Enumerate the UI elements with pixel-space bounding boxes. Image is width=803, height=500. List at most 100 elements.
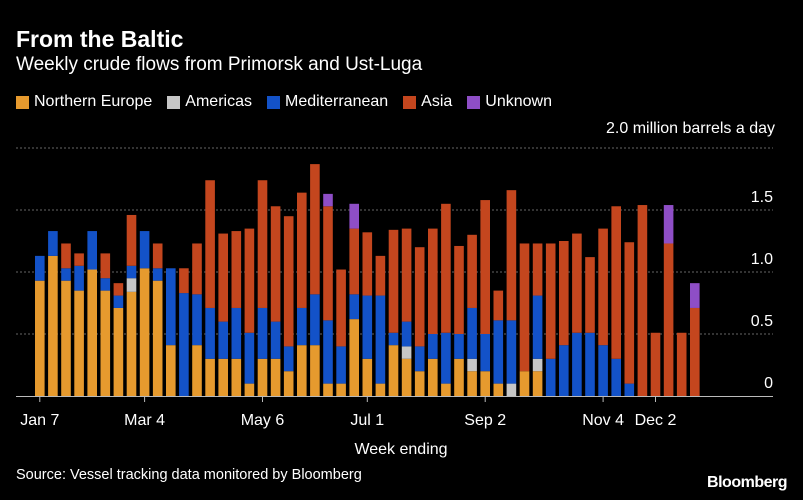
- bar-segment-mediterranean: [362, 295, 373, 359]
- legend-item-northern-europe: Northern Europe: [16, 93, 152, 111]
- bar-segment-mediterranean: [349, 294, 359, 320]
- bar-segment-mediterranean: [61, 268, 71, 281]
- bar-segment-asia: [611, 206, 621, 359]
- bar-segment-americas: [401, 346, 412, 359]
- x-tick-label: Dec 2: [635, 412, 677, 429]
- bar-segment-asia: [572, 233, 582, 333]
- bar-segment-asia: [100, 253, 111, 279]
- bar-segment-asia: [205, 180, 215, 308]
- bar-segment-northern-europe: [270, 358, 281, 396]
- bar-segment-mediterranean: [545, 358, 556, 396]
- chart-title: From the Baltic: [16, 26, 184, 52]
- bar-segment-northern-europe: [205, 358, 215, 396]
- bar-segment-mediterranean: [126, 265, 137, 279]
- bar-segment-asia: [388, 229, 399, 333]
- bar-segment-northern-europe: [532, 371, 543, 396]
- x-tick-label: Mar 4: [124, 412, 165, 429]
- bar-segment-northern-europe: [297, 345, 307, 396]
- legend-swatch-americas: [167, 95, 181, 109]
- legend-item-mediterranean: Mediterranean: [266, 93, 389, 111]
- bar-segment-mediterranean: [283, 346, 294, 372]
- legend-swatch-unknown: [467, 95, 481, 109]
- bar-segment-asia: [637, 205, 648, 396]
- bar-segment-mediterranean: [152, 268, 163, 281]
- bar-segment-asia: [676, 332, 687, 396]
- bar-segment-mediterranean: [100, 278, 111, 291]
- bar-segment-northern-europe: [323, 383, 333, 396]
- bar-segment-asia: [428, 228, 438, 334]
- bar-segment-northern-europe: [257, 358, 268, 396]
- legend-label-americas: Americas: [185, 93, 252, 110]
- bar-segment-northern-europe: [519, 371, 530, 396]
- bar-segment-mediterranean: [506, 320, 517, 384]
- bar-segment-northern-europe: [192, 345, 202, 396]
- bar-segment-northern-europe: [480, 371, 490, 396]
- bar-segment-mediterranean: [179, 293, 189, 396]
- legend-label-mediterranean: Mediterranean: [284, 93, 389, 110]
- bar-segment-northern-europe: [283, 371, 294, 396]
- bar-segment-northern-europe: [401, 358, 412, 396]
- bar-segment-northern-europe: [310, 345, 320, 396]
- bar-segment-asia: [349, 228, 359, 295]
- bar-segment-northern-europe: [100, 290, 111, 396]
- bar-segment-asia: [179, 268, 189, 294]
- legend-label-unknown: Unknown: [485, 93, 552, 110]
- legend-item-americas: Americas: [167, 93, 252, 111]
- bar-segment-asia: [113, 283, 124, 296]
- bar-segment-asia: [650, 332, 661, 396]
- bar-segment-asia: [244, 228, 255, 333]
- bar-segment-asia: [532, 243, 543, 296]
- x-tick-label: Jul 1: [350, 412, 384, 429]
- bar-segment-mediterranean: [87, 231, 97, 270]
- bar-segment-northern-europe: [113, 307, 124, 396]
- bar-segment-asia: [467, 234, 477, 308]
- bar-segment-mediterranean: [428, 334, 438, 359]
- bar-segment-asia: [559, 241, 569, 346]
- bar-segment-northern-europe: [336, 383, 346, 396]
- bar-segment-asia: [375, 255, 386, 296]
- x-tick-label: Jan 7: [20, 412, 59, 429]
- bar-segment-northern-europe: [414, 371, 425, 396]
- chart-subtitle: Weekly crude flows from Primorsk and Ust…: [16, 54, 423, 75]
- bar-segment-northern-europe: [231, 358, 242, 396]
- y-tick-label: 0: [764, 375, 773, 392]
- bar-segment-mediterranean: [572, 332, 582, 396]
- bar-segment-northern-europe: [126, 291, 137, 396]
- bar-segment-mediterranean: [414, 346, 425, 372]
- bar-segment-northern-europe: [349, 319, 359, 396]
- bar-segment-mediterranean: [611, 358, 621, 396]
- bar-segment-unknown: [349, 203, 359, 229]
- bar-segment-northern-europe: [74, 290, 84, 396]
- bar-segment-northern-europe: [454, 358, 464, 396]
- bar-segment-northern-europe: [467, 371, 477, 396]
- bar-segment-mediterranean: [310, 294, 320, 346]
- bar-segment-asia: [310, 164, 320, 295]
- bar-segment-mediterranean: [205, 307, 215, 359]
- bar-segment-asia: [493, 290, 504, 321]
- y-tick-label: 1.0: [751, 251, 773, 268]
- bar-segment-mediterranean: [35, 255, 45, 281]
- bar-segment-mediterranean: [74, 265, 84, 291]
- x-tick-label: May 6: [241, 412, 285, 429]
- bar-segment-mediterranean: [113, 295, 124, 308]
- bar-segment-mediterranean: [559, 345, 569, 396]
- bar-segment-mediterranean: [48, 231, 58, 256]
- bar-segment-mediterranean: [166, 268, 176, 346]
- bar-segment-asia: [270, 206, 281, 322]
- bar-segment-asia: [283, 216, 294, 347]
- bar-segment-asia: [441, 203, 451, 333]
- bar-segment-mediterranean: [480, 334, 490, 372]
- bar-segment-asia: [297, 192, 307, 308]
- bar-segment-americas: [467, 358, 477, 372]
- bar-segment-mediterranean: [598, 345, 608, 396]
- bar-segment-asia: [336, 269, 346, 347]
- bar-segment-asia: [74, 253, 84, 266]
- bar-segment-northern-europe: [493, 383, 504, 396]
- legend-label-northern-europe: Northern Europe: [34, 93, 153, 110]
- bar-segment-mediterranean: [493, 320, 504, 384]
- legend-swatch-northern-europe: [16, 95, 29, 109]
- bar-segment-mediterranean: [192, 294, 202, 346]
- y-tick-label: 0.5: [751, 313, 773, 330]
- bar-segment-asia: [690, 307, 700, 396]
